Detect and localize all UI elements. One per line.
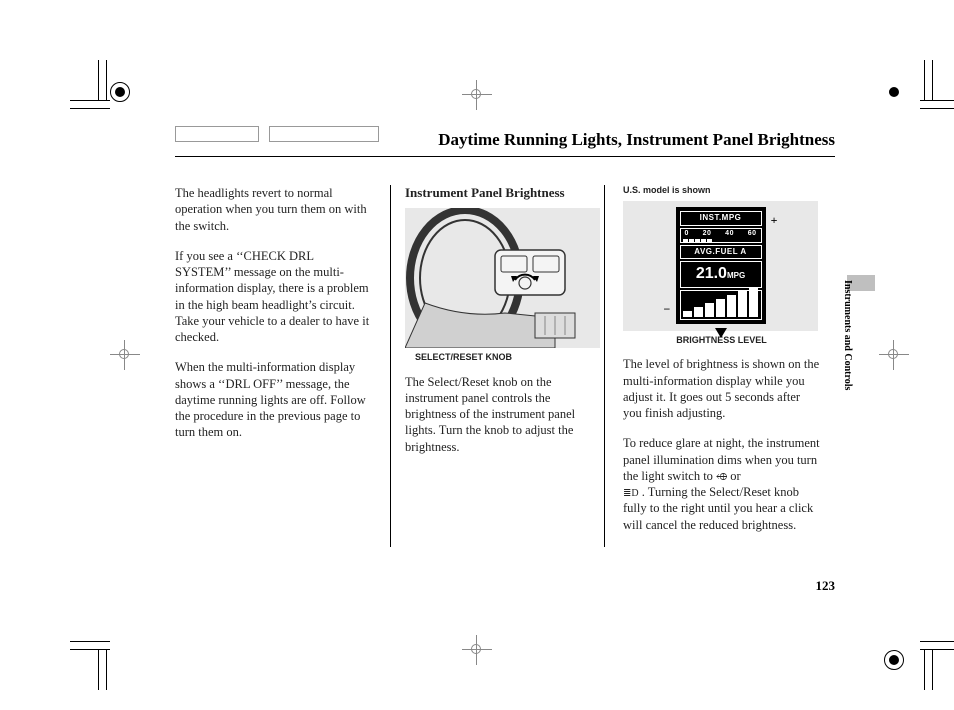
header-tab-boxes: [175, 126, 379, 142]
column-2: Instrument Panel Brightness: [390, 185, 605, 547]
bar-2: [694, 307, 703, 317]
fig2-model-label: U.S. model is shown: [623, 185, 820, 197]
crosshair-right: [879, 340, 909, 370]
lcd-scale-1: 20: [703, 229, 712, 238]
registration-mark-tr: [884, 82, 904, 102]
column-3: U.S. model is shown − + INST.MPG 0 20 40: [605, 185, 820, 547]
tab-box-1: [175, 126, 259, 142]
tab-box-2: [269, 126, 379, 142]
lcd-scale-0: 0: [685, 229, 689, 238]
select-reset-knob-figure: [405, 208, 600, 348]
fig1-caption: SELECT/RESET KNOB: [405, 352, 586, 364]
bar-3: [705, 303, 714, 317]
lcd-brightness-bars: [680, 290, 762, 320]
col3-para-2: To reduce glare at night, the instrument…: [623, 435, 820, 533]
page-number: 123: [816, 578, 836, 594]
headlight-icon: ≣D: [623, 487, 639, 500]
col3-p2b: or: [727, 469, 741, 483]
brightness-figure-wrap: U.S. model is shown − + INST.MPG 0 20 40: [623, 185, 820, 346]
brightness-display-figure: − + INST.MPG 0 20 40 60: [623, 201, 818, 331]
lcd-inst-mpg: INST.MPG: [680, 211, 762, 225]
col3-p2c: . Turning the Select/Reset knob fully to…: [623, 485, 813, 532]
registration-mark-tl: [110, 82, 130, 102]
lcd-display: INST.MPG 0 20 40 60: [676, 207, 766, 324]
registration-mark-br: [884, 650, 904, 670]
col2-heading: Instrument Panel Brightness: [405, 185, 586, 202]
bar-4: [716, 299, 725, 317]
col1-para-1: The headlights revert to normal operatio…: [175, 185, 372, 234]
minus-icon: −: [664, 302, 671, 318]
col2-para-1: The Select/Reset knob on the instrument …: [405, 374, 586, 455]
arrow-down-icon: [715, 328, 727, 338]
column-1: The headlights revert to normal operatio…: [175, 185, 390, 547]
lcd-scale-3: 60: [748, 229, 757, 238]
lcd-scale-row: 0 20 40 60: [680, 228, 762, 243]
lcd-avg-fuel: AVG.FUEL A: [680, 245, 762, 259]
crosshair-top: [462, 80, 492, 110]
col3-para-1: The level of brightness is shown on the …: [623, 356, 820, 421]
lcd-value: 21.0: [696, 265, 727, 282]
col1-para-2: If you see a ‘‘CHECK DRL SYSTEM’’ messag…: [175, 248, 372, 346]
page-content: Daytime Running Lights, Instrument Panel…: [175, 130, 835, 547]
lcd-scale-2: 40: [725, 229, 734, 238]
columns: The headlights revert to normal operatio…: [175, 185, 835, 547]
bar-6: [738, 291, 747, 317]
bar-5: [727, 295, 736, 317]
crosshair-bottom: [462, 635, 492, 665]
bar-7: [749, 287, 758, 317]
lcd-big-value: 21.0MPG: [680, 261, 762, 288]
dashboard-illustration: [405, 208, 600, 348]
crosshair-left: [110, 340, 140, 370]
lcd-unit: MPG: [727, 271, 745, 280]
plus-icon: +: [771, 213, 778, 229]
col1-para-3: When the multi-information display shows…: [175, 359, 372, 440]
section-side-label: Instruments and Controls: [842, 280, 853, 390]
bar-1: [683, 311, 692, 317]
parking-light-icon: ⬲: [716, 471, 727, 484]
